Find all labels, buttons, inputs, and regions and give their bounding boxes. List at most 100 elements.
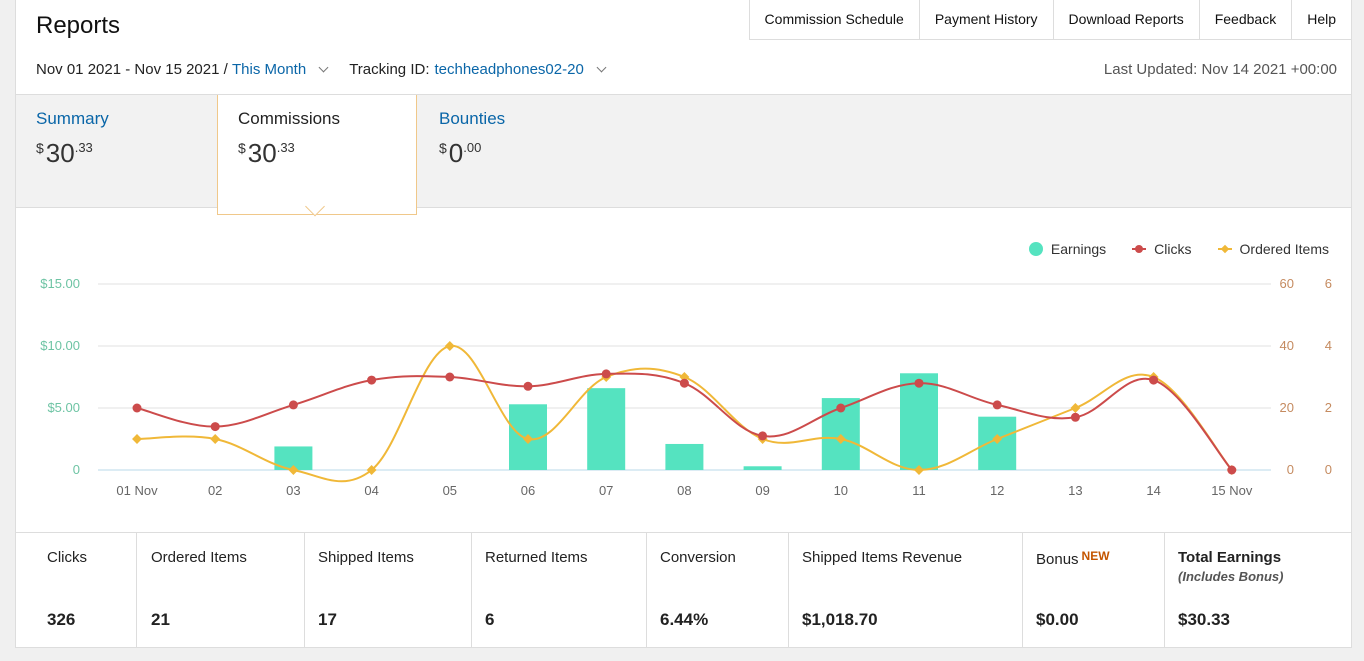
stat-value: 6 xyxy=(485,610,495,629)
amount-whole: 30 xyxy=(45,138,75,168)
stat-value: $0.00 xyxy=(1036,610,1079,629)
clicks-point xyxy=(210,422,220,432)
x-tick-label: 09 xyxy=(755,483,769,498)
x-tick-label: 03 xyxy=(286,483,300,498)
stat-conversion: Conversion 6.44% xyxy=(647,533,789,647)
clicks-point xyxy=(445,372,455,382)
stat-label: Clicks xyxy=(47,549,87,566)
tab-feedback[interactable]: Feedback xyxy=(1200,0,1293,39)
earnings-bar xyxy=(900,373,938,470)
ordered-items-point xyxy=(914,465,924,475)
stat-value: 6.44% xyxy=(660,610,709,629)
legend-ordered[interactable]: Ordered Items xyxy=(1217,241,1329,257)
tab-commission-schedule[interactable]: Commission Schedule xyxy=(750,0,920,39)
clicks-point xyxy=(601,369,611,379)
right-tick-label: 2 xyxy=(1325,400,1332,415)
tab-help[interactable]: Help xyxy=(1307,11,1336,27)
metric-amount: $0.00 xyxy=(439,138,599,169)
amount-decimal: .00 xyxy=(463,140,482,155)
stat-bonus: Bonus NEW $0.00 xyxy=(1023,533,1165,647)
x-tick-label: 01 Nov xyxy=(116,483,158,498)
amount-whole: 0 xyxy=(448,138,464,168)
legend-label: Clicks xyxy=(1154,241,1192,257)
last-updated: Last Updated: Nov 14 2021 +00:00 xyxy=(1103,61,1337,78)
right-tick-label: 0 xyxy=(1325,462,1332,477)
stat-label: Shipped Items xyxy=(318,549,414,566)
x-tick-label: 12 xyxy=(990,483,1004,498)
metric-tab-summary[interactable]: Summary $30.33 xyxy=(16,95,216,208)
x-tick-label: 06 xyxy=(521,483,535,498)
chevron-down-icon[interactable] xyxy=(596,62,607,73)
top-nav: Commission Schedule Payment History Down… xyxy=(748,0,1351,40)
stat-value: $1,018.70 xyxy=(802,610,878,629)
x-tick-label: 15 Nov xyxy=(1211,483,1253,498)
ordered-items-point xyxy=(210,434,221,444)
left-tick-label: 0 xyxy=(73,462,80,477)
chevron-down-icon[interactable] xyxy=(318,62,329,73)
metric-amount: $30.33 xyxy=(36,138,196,169)
currency-symbol: $ xyxy=(36,140,44,156)
ordered-items-point xyxy=(835,434,846,444)
stat-value: $30.33 xyxy=(1178,610,1230,629)
legend-earnings[interactable]: Earnings xyxy=(1028,241,1106,257)
filter-bar: Nov 01 2021 - Nov 15 2021 / This Month T… xyxy=(36,61,615,78)
metric-label: Summary xyxy=(36,109,109,128)
metric-tabs: Summary $30.33 Commissions $30.33 Bounti… xyxy=(16,94,1351,215)
x-tick-label: 10 xyxy=(834,483,848,498)
earnings-bar xyxy=(743,466,782,470)
earnings-bar xyxy=(274,446,313,470)
reports-panel: Reports Commission Schedule Payment Hist… xyxy=(15,0,1352,648)
stat-shipped-items: Shipped Items 17 xyxy=(305,533,472,647)
ordered-items-point xyxy=(444,341,455,351)
clicks-point xyxy=(367,375,377,385)
earnings-chart: 0 0 0$5.00 20 2$10.00 40 4$15.00 60 601 Nov 02 03 0… xyxy=(40,276,1332,498)
stat-returned-items: Returned Items 6 xyxy=(472,533,647,647)
date-range: Nov 01 2021 - Nov 15 2021 xyxy=(36,61,220,78)
right-tick-label: 60 xyxy=(1280,276,1294,291)
currency-symbol: $ xyxy=(439,140,447,156)
tab-download-reports[interactable]: Download Reports xyxy=(1054,0,1200,39)
x-tick-label: 04 xyxy=(364,483,378,498)
x-tick-label: 13 xyxy=(1068,483,1082,498)
stat-ordered-items: Ordered Items 21 xyxy=(137,533,305,647)
stat-total-earnings: Total Earnings (Includes Bonus) $30.33 xyxy=(1165,533,1351,647)
clicks-point xyxy=(1149,375,1159,385)
clicks-point xyxy=(758,431,768,441)
tab-payment-history[interactable]: Payment History xyxy=(920,0,1054,39)
x-tick-label: 11 xyxy=(912,483,926,498)
stat-label: Conversion xyxy=(660,549,736,566)
amount-decimal: .33 xyxy=(74,140,93,155)
earnings-bar xyxy=(665,443,704,470)
amount-decimal: .33 xyxy=(276,140,295,155)
ordered-swatch xyxy=(1217,244,1232,254)
stat-label: Bonus NEW xyxy=(1036,549,1164,568)
x-tick-label: 08 xyxy=(677,483,691,498)
stat-label: Returned Items xyxy=(485,549,588,566)
metric-amount: $30.33 xyxy=(238,138,396,169)
clicks-point xyxy=(992,400,1002,410)
earnings-swatch xyxy=(1028,242,1043,256)
right-tick-label: 20 xyxy=(1280,400,1294,415)
stat-label: Total Earnings xyxy=(1178,549,1282,566)
new-badge: NEW xyxy=(1081,549,1110,563)
clicks-swatch xyxy=(1132,245,1147,253)
ordered-items-line xyxy=(136,344,1233,483)
stat-value: 21 xyxy=(151,610,170,629)
legend-label: Ordered Items xyxy=(1239,241,1329,257)
tracking-id-dropdown[interactable]: techheadphones02-20 xyxy=(434,61,584,78)
right-tick-label: 0 xyxy=(1287,462,1294,477)
clicks-point xyxy=(1070,412,1080,422)
ordered-items-point xyxy=(132,434,142,444)
period-dropdown[interactable]: This Month xyxy=(231,61,307,78)
stat-label: Shipped Items Revenue xyxy=(802,549,963,566)
tracking-label: Tracking ID: xyxy=(349,61,430,78)
metric-tab-commissions[interactable]: Commissions $30.33 xyxy=(217,95,417,215)
amount-whole: 30 xyxy=(247,138,277,168)
x-tick-label: 07 xyxy=(599,483,613,498)
stats-row: Clicks 326 Ordered Items 21 Shipped Item… xyxy=(16,532,1351,647)
separator: / xyxy=(219,61,232,78)
right-tick-label: 40 xyxy=(1280,338,1294,353)
metric-tab-bounties[interactable]: Bounties $0.00 xyxy=(419,95,619,208)
legend-clicks[interactable]: Clicks xyxy=(1132,241,1192,257)
ordered-items-point xyxy=(1070,403,1081,413)
